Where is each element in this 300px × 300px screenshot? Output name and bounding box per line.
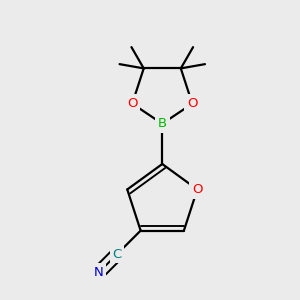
- Text: O: O: [192, 183, 202, 196]
- Text: O: O: [187, 97, 197, 110]
- Text: N: N: [94, 266, 103, 279]
- Text: B: B: [158, 117, 167, 130]
- Text: C: C: [112, 248, 122, 261]
- Text: O: O: [127, 97, 137, 110]
